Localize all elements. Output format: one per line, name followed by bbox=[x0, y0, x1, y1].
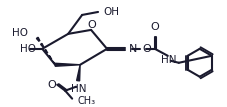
Polygon shape bbox=[41, 43, 44, 47]
Text: OH: OH bbox=[103, 7, 119, 17]
Text: HN: HN bbox=[71, 84, 87, 94]
Text: O: O bbox=[151, 22, 159, 32]
Text: HO: HO bbox=[20, 44, 36, 54]
Polygon shape bbox=[53, 62, 55, 65]
Text: N: N bbox=[129, 44, 137, 54]
Text: O: O bbox=[88, 20, 96, 30]
Polygon shape bbox=[36, 37, 40, 41]
Text: O: O bbox=[48, 80, 57, 90]
Polygon shape bbox=[45, 50, 47, 53]
Text: CH₃: CH₃ bbox=[77, 96, 95, 106]
Text: HO: HO bbox=[12, 28, 28, 38]
Polygon shape bbox=[55, 63, 80, 66]
Polygon shape bbox=[77, 65, 80, 81]
Text: HN: HN bbox=[161, 55, 177, 65]
Text: O: O bbox=[142, 44, 151, 54]
Polygon shape bbox=[49, 56, 51, 59]
